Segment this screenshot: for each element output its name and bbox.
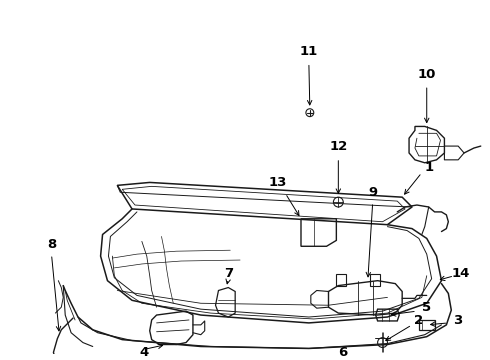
Text: 1: 1: [424, 161, 433, 174]
Text: 9: 9: [368, 186, 377, 199]
Text: 10: 10: [417, 68, 436, 81]
Text: 13: 13: [268, 176, 287, 189]
Text: 2: 2: [415, 314, 423, 328]
Text: 11: 11: [300, 45, 318, 58]
Text: 5: 5: [422, 301, 431, 314]
Text: 4: 4: [139, 346, 148, 359]
Text: 14: 14: [452, 267, 470, 280]
Text: 7: 7: [224, 267, 233, 280]
Text: 12: 12: [329, 140, 347, 153]
Text: 3: 3: [454, 314, 463, 328]
Text: 8: 8: [47, 238, 56, 251]
Text: 6: 6: [339, 346, 348, 359]
